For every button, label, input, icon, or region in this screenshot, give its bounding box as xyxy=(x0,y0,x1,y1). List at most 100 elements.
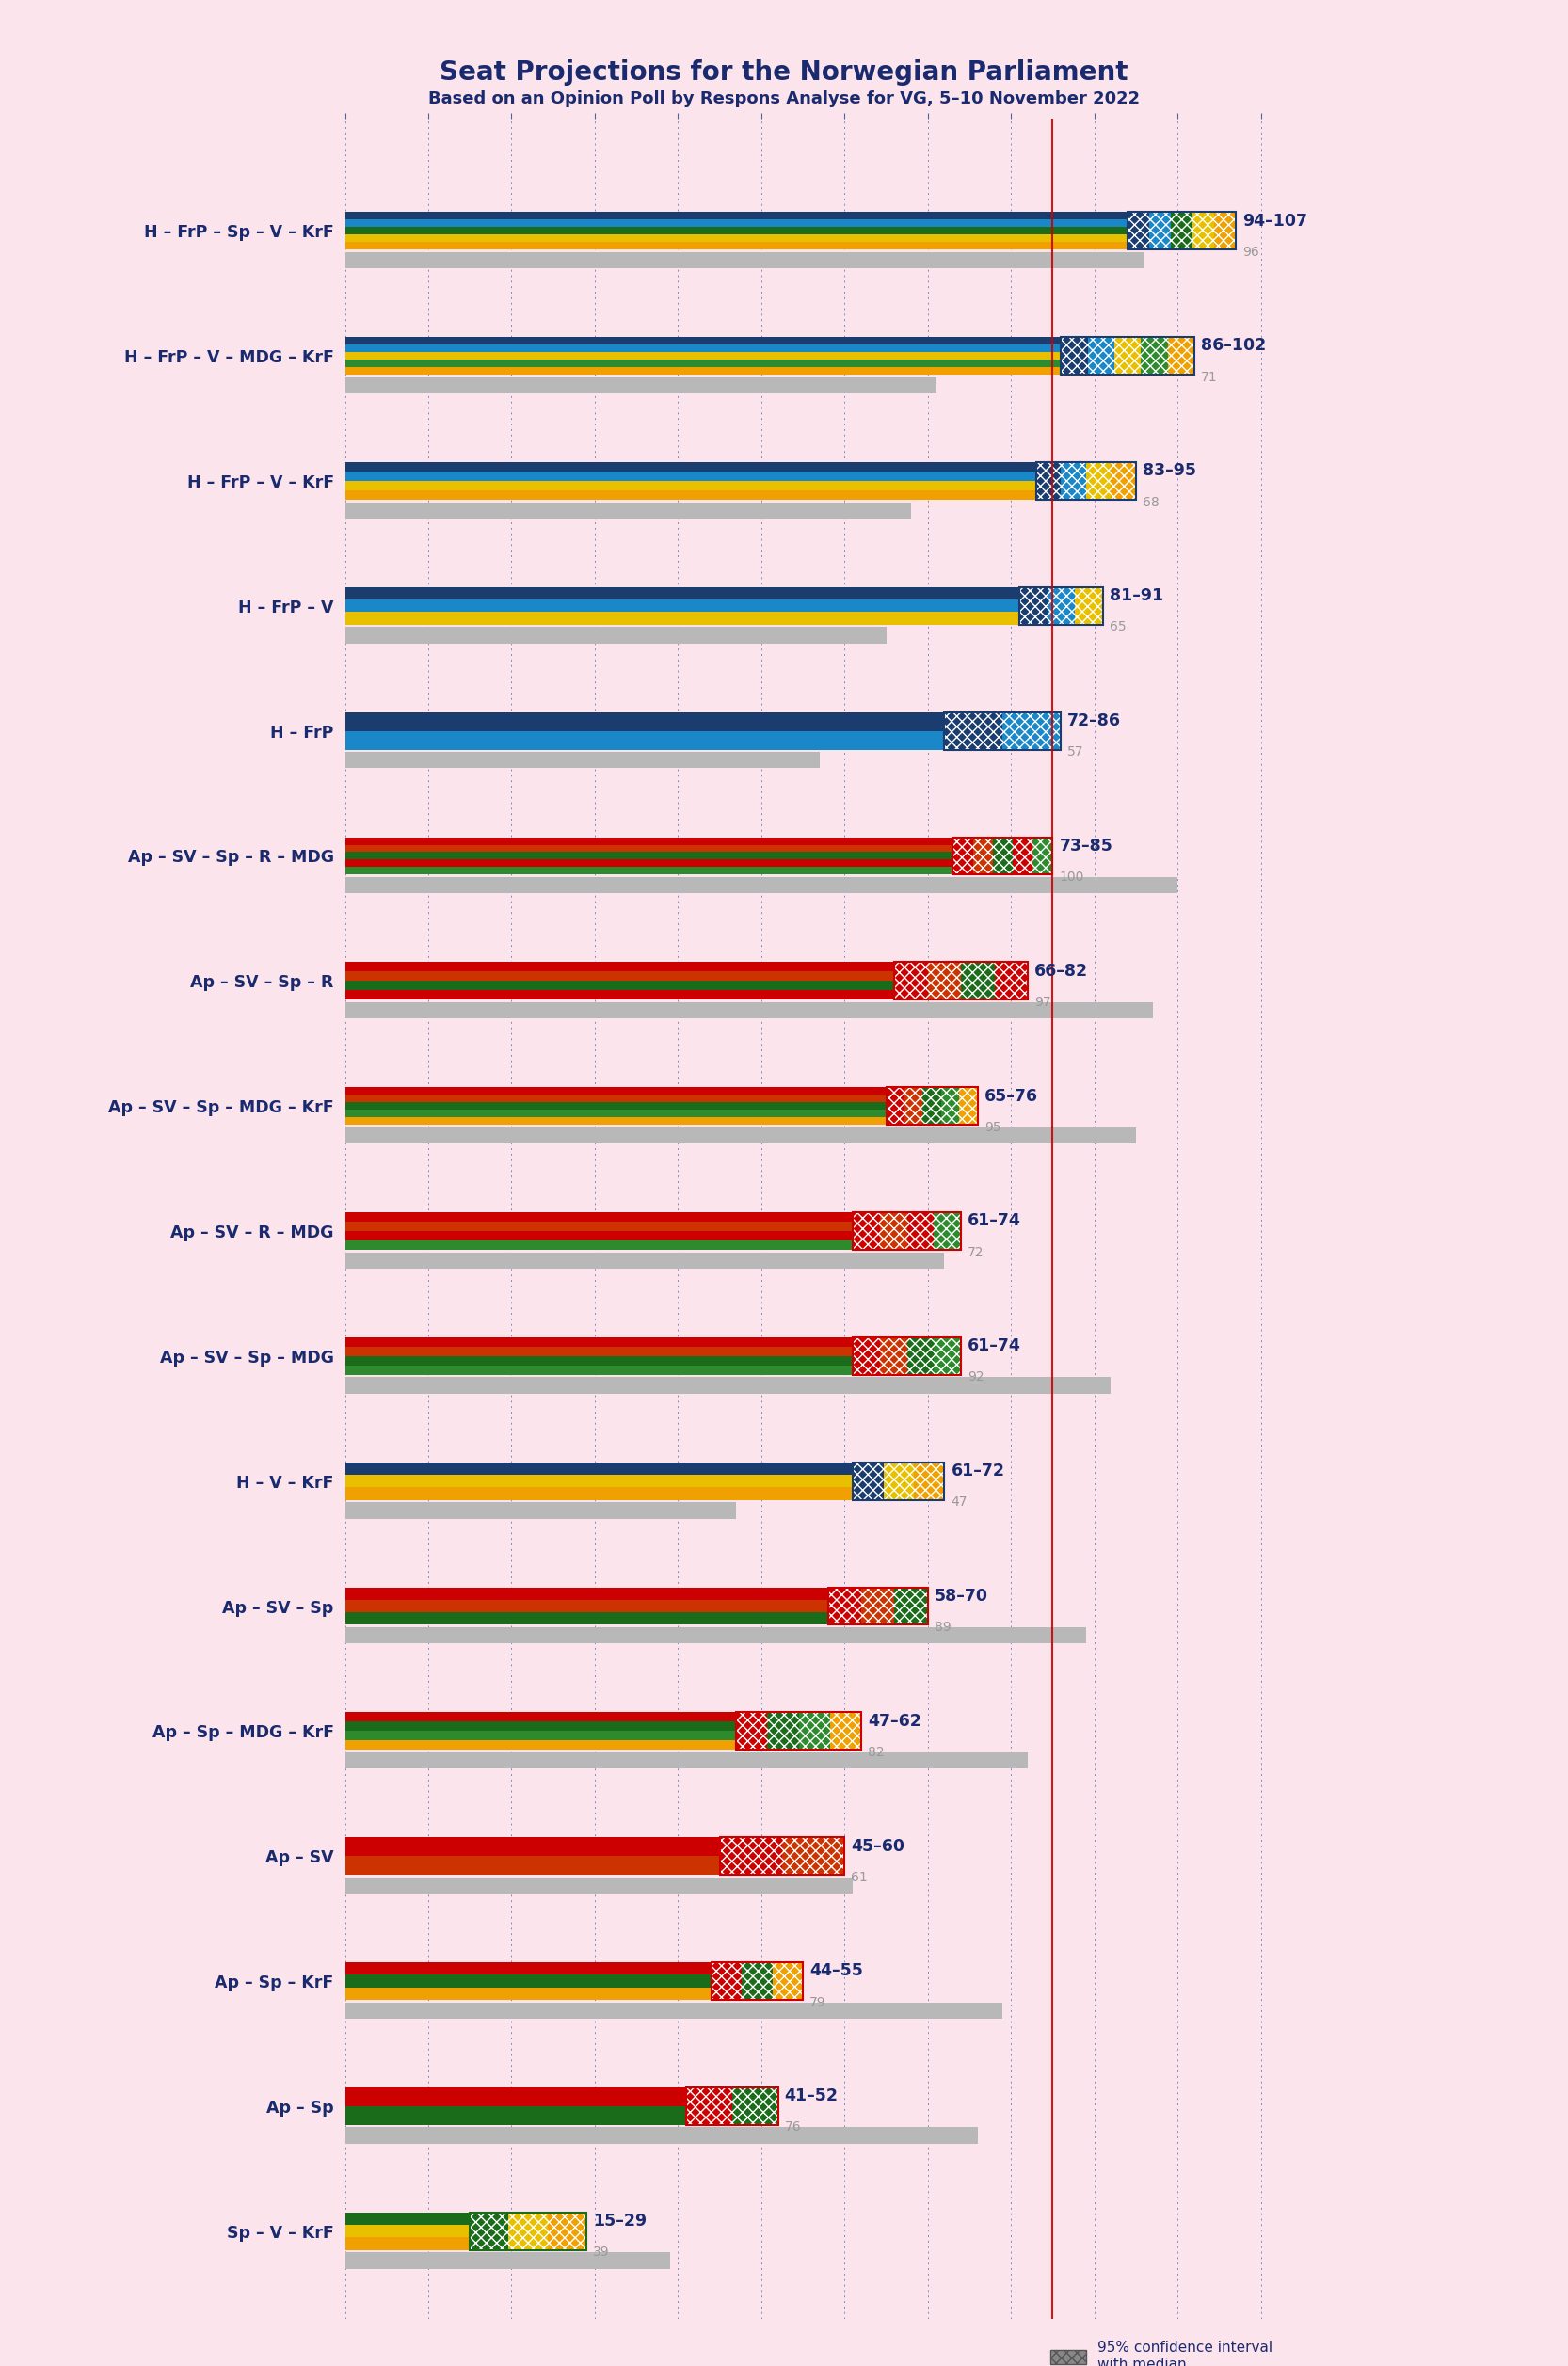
Bar xyxy=(345,2087,687,2106)
Bar xyxy=(960,1088,978,1124)
Bar xyxy=(345,868,953,875)
Bar xyxy=(944,712,1002,750)
Bar xyxy=(345,2106,687,2125)
Text: 61–74: 61–74 xyxy=(967,1211,1021,1230)
Bar xyxy=(861,1588,894,1625)
Bar xyxy=(345,241,1127,248)
Bar xyxy=(345,360,1062,367)
Bar xyxy=(941,1088,960,1124)
Bar xyxy=(345,627,886,644)
Bar xyxy=(345,878,1178,894)
Bar xyxy=(961,963,994,1001)
Bar xyxy=(345,1611,828,1625)
Bar xyxy=(914,1462,944,1500)
Bar xyxy=(1013,838,1033,875)
Bar xyxy=(345,345,1062,353)
Text: 47: 47 xyxy=(952,1495,967,1510)
Bar xyxy=(828,1588,861,1625)
Bar xyxy=(345,253,1145,267)
Bar xyxy=(1062,336,1088,374)
Bar xyxy=(345,991,894,1001)
Bar xyxy=(470,2212,586,2250)
Bar xyxy=(345,1732,737,1741)
Bar xyxy=(345,972,894,982)
Bar xyxy=(773,1961,803,1999)
Bar xyxy=(345,1103,886,1110)
Bar xyxy=(1036,461,1062,499)
Bar xyxy=(345,852,953,859)
Bar xyxy=(1127,213,1149,248)
Bar xyxy=(922,1088,941,1124)
Bar xyxy=(345,1088,886,1095)
Bar xyxy=(345,1588,828,1599)
Text: 68: 68 xyxy=(1143,494,1159,509)
Bar xyxy=(737,1713,767,1751)
Bar xyxy=(345,213,1127,220)
Bar xyxy=(1149,213,1171,248)
Bar xyxy=(1036,461,1062,499)
Text: 72–86: 72–86 xyxy=(1068,712,1121,729)
Bar xyxy=(1002,712,1062,750)
Text: 100: 100 xyxy=(1060,871,1083,885)
Bar xyxy=(345,1365,853,1375)
Bar xyxy=(732,2087,778,2125)
Bar xyxy=(345,480,1036,490)
Bar xyxy=(914,1462,944,1500)
Bar xyxy=(742,1961,773,1999)
Bar xyxy=(345,220,1127,227)
Bar xyxy=(345,2224,470,2238)
Bar xyxy=(828,1588,861,1625)
Text: 45–60: 45–60 xyxy=(851,1838,905,1855)
Bar xyxy=(345,227,1127,234)
Bar xyxy=(345,1462,853,1474)
Bar xyxy=(972,838,993,875)
Text: Seat Projections for the Norwegian Parliament: Seat Projections for the Norwegian Parli… xyxy=(439,59,1129,85)
Bar xyxy=(345,1230,853,1240)
Bar xyxy=(905,1088,922,1124)
Bar xyxy=(1087,461,1110,499)
Bar xyxy=(508,2212,547,2250)
Bar xyxy=(345,859,953,868)
Bar xyxy=(1149,213,1171,248)
Bar xyxy=(345,1474,853,1488)
Text: 92: 92 xyxy=(967,1370,985,1384)
Bar xyxy=(906,1337,935,1375)
Bar xyxy=(928,963,961,1001)
Text: 65: 65 xyxy=(1109,620,1126,634)
Text: 71: 71 xyxy=(1201,371,1217,383)
Bar xyxy=(993,838,1013,875)
Text: 44–55: 44–55 xyxy=(809,1964,862,1980)
Text: 82: 82 xyxy=(867,1746,884,1758)
Bar xyxy=(1033,838,1052,875)
Bar xyxy=(886,1088,905,1124)
Bar xyxy=(941,1088,960,1124)
Bar xyxy=(345,2238,470,2250)
Bar xyxy=(993,838,1013,875)
Text: 94–107: 94–107 xyxy=(1242,213,1308,230)
Bar xyxy=(1110,461,1135,499)
Bar xyxy=(883,1462,914,1500)
Bar xyxy=(853,1462,944,1500)
Bar xyxy=(1013,838,1033,875)
Bar xyxy=(345,1502,737,1519)
Bar xyxy=(953,838,972,875)
Text: 65–76: 65–76 xyxy=(985,1088,1038,1105)
Bar xyxy=(345,838,953,845)
Text: 15–29: 15–29 xyxy=(593,2212,648,2229)
Bar xyxy=(1142,336,1168,374)
Bar xyxy=(1193,213,1214,248)
Text: 83–95: 83–95 xyxy=(1143,461,1196,480)
Bar xyxy=(1019,587,1047,625)
Bar xyxy=(345,1722,737,1732)
Bar xyxy=(1127,213,1149,248)
Bar xyxy=(712,1961,742,1999)
Bar xyxy=(742,1961,773,1999)
Text: 97: 97 xyxy=(1035,996,1051,1008)
Text: 72: 72 xyxy=(967,1245,985,1259)
Bar xyxy=(345,1003,1152,1017)
Bar xyxy=(798,1713,829,1751)
Bar xyxy=(345,1628,1087,1644)
Bar xyxy=(1168,336,1195,374)
Bar xyxy=(829,1713,861,1751)
Bar xyxy=(894,963,1027,1001)
